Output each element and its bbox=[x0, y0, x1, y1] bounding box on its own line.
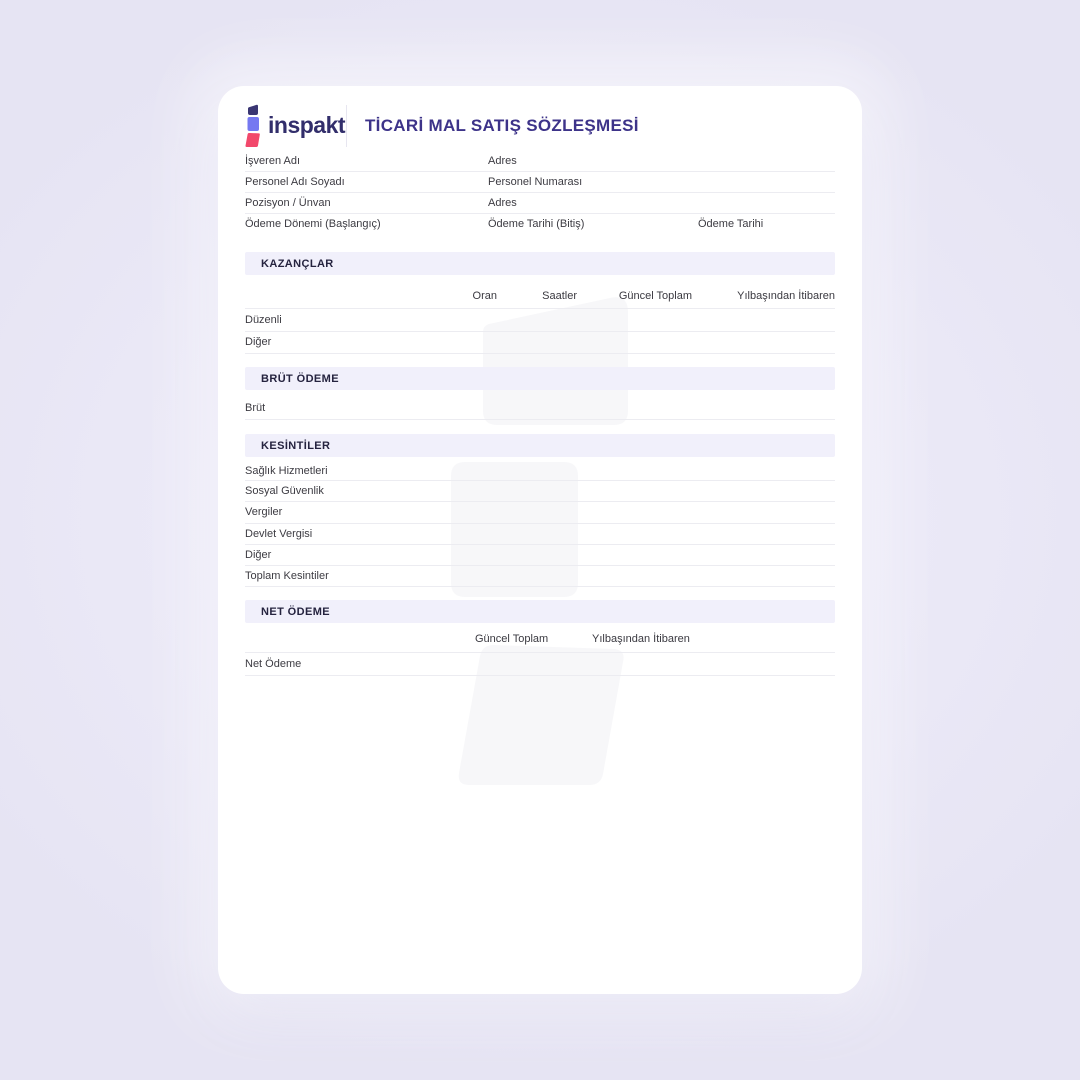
row-label: Devlet Vergisi bbox=[245, 527, 313, 540]
section-title-bar: BRÜT ÖDEME bbox=[245, 367, 835, 390]
column-header: Oran bbox=[472, 290, 497, 302]
section-rows: Düzenli Diğer bbox=[245, 309, 835, 354]
section-title: KAZANÇLAR bbox=[261, 257, 334, 270]
field-label: Personel Numarası bbox=[488, 176, 583, 188]
row-label: Vergiler bbox=[245, 506, 283, 519]
table-row: Sağlık Hizmetleri bbox=[245, 457, 835, 482]
table-row: Net Ödeme bbox=[245, 653, 835, 677]
row-label: Düzenli bbox=[245, 313, 282, 326]
section-kazanclar: KAZANÇLAR Oran Saatler Güncel Toplam Yıl… bbox=[245, 252, 835, 354]
table-row: Diğer bbox=[245, 545, 835, 566]
info-row: Pozisyon / Ünvan Adres bbox=[245, 193, 835, 214]
field-label: Ödeme Tarihi bbox=[698, 218, 764, 230]
info-row: Personel Adı Soyadı Personel Numarası bbox=[245, 172, 835, 193]
info-row: İşveren Adı Adres bbox=[245, 151, 835, 172]
header-divider bbox=[346, 104, 347, 147]
field-label: Personel Adı Soyadı bbox=[245, 176, 345, 188]
section-rows: Net Ödeme bbox=[245, 653, 835, 677]
table-row: Brüt bbox=[245, 390, 835, 420]
section-brut-odeme: BRÜT ÖDEME Brüt bbox=[245, 367, 835, 420]
row-label: Sosyal Güvenlik bbox=[245, 485, 324, 498]
table-row: Diğer bbox=[245, 332, 835, 354]
document-title: TİCARİ MAL SATIŞ SÖZLEŞMESİ bbox=[365, 115, 639, 135]
field-label: Ödeme Dönemi (Başlangıç) bbox=[245, 218, 381, 230]
header: inspakt TİCARİ MAL SATIŞ SÖZLEŞMESİ bbox=[245, 86, 835, 151]
section-title-bar: KESİNTİLER bbox=[245, 434, 835, 457]
field-label: Pozisyon / Ünvan bbox=[245, 197, 331, 209]
brand-logo-icon bbox=[245, 104, 260, 147]
column-header: Güncel Toplam bbox=[475, 633, 549, 646]
section-kesintiler: KESİNTİLER Sağlık Hizmetleri Sosyal Güven… bbox=[245, 434, 835, 588]
column-header: Saatler bbox=[542, 290, 577, 302]
section-title: KESİNTİLER bbox=[261, 439, 331, 452]
brand-logo: inspakt bbox=[245, 104, 346, 147]
document-card: inspakt TİCARİ MAL SATIŞ SÖZLEŞMESİ İşve… bbox=[218, 86, 862, 994]
column-header: Yılbaşından İtibaren bbox=[737, 290, 835, 302]
column-header: Güncel Toplam bbox=[618, 290, 692, 302]
table-row: Sosyal Güvenlik bbox=[245, 481, 835, 503]
brand-wordmark: inspakt bbox=[268, 112, 346, 138]
section-rows: Brüt bbox=[245, 390, 835, 420]
section-net-odeme: NET ÖDEME Güncel Toplam Yılbaşından İtib… bbox=[245, 600, 835, 677]
column-header-row: Oran Saatler Güncel Toplam Yılbaşından İ… bbox=[245, 275, 835, 309]
field-label: İşveren Adı bbox=[245, 155, 301, 167]
column-header: Yılbaşından İtibaren bbox=[592, 633, 690, 646]
row-label: Brüt bbox=[245, 402, 266, 414]
table-row: Düzenli bbox=[245, 309, 835, 332]
table-row: Devlet Vergisi bbox=[245, 524, 835, 545]
column-header-row: Güncel Toplam Yılbaşından İtibaren bbox=[245, 623, 835, 654]
row-label: Diğer bbox=[245, 548, 272, 561]
info-table: İşveren Adı Adres Personel Adı Soyadı Perso… bbox=[245, 151, 835, 234]
row-label: Sağlık Hizmetleri bbox=[245, 465, 328, 478]
section-title-bar: NET ÖDEME bbox=[245, 600, 835, 624]
section-title: NET ÖDEME bbox=[261, 605, 330, 618]
logo-block-top bbox=[248, 104, 258, 115]
info-row: Ödeme Dönemi (Başlangıç) Ödeme Tarihi (Bi… bbox=[245, 214, 835, 234]
field-label: Adres bbox=[488, 197, 517, 209]
table-row: Vergiler bbox=[245, 502, 835, 524]
section-title: BRÜT ÖDEME bbox=[261, 372, 339, 385]
row-label: Net Ödeme bbox=[245, 658, 302, 671]
field-label: Adres bbox=[488, 155, 517, 167]
logo-block-bottom bbox=[245, 133, 260, 147]
row-label: Toplam Kesintiler bbox=[245, 570, 329, 583]
logo-block-middle bbox=[247, 117, 259, 131]
table-row: Toplam Kesintiler bbox=[245, 566, 835, 588]
section-rows: Sağlık Hizmetleri Sosyal Güvenlik Vergiler… bbox=[245, 457, 835, 588]
row-label: Diğer bbox=[245, 336, 272, 349]
field-label: Ödeme Tarihi (Bitiş) bbox=[488, 218, 585, 230]
section-title-bar: KAZANÇLAR bbox=[245, 252, 835, 275]
